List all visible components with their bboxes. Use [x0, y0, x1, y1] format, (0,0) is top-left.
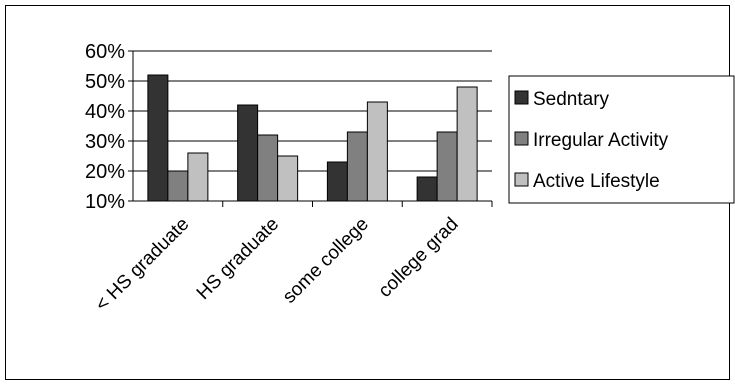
bar-active-lifestyle-2	[366, 101, 388, 202]
x-tick-label: some college	[279, 214, 373, 308]
legend-swatch	[514, 90, 529, 105]
legend-label: Active Lifestyle	[533, 171, 660, 192]
legend-swatch	[514, 131, 529, 146]
bar-sedntary-3	[416, 176, 438, 202]
bar-irregular-activity-1	[257, 134, 279, 202]
bar-sedntary-0	[147, 74, 169, 202]
x-tick-label: HS graduate	[193, 214, 283, 304]
bar-active-lifestyle-0	[187, 152, 209, 202]
bar-irregular-activity-2	[346, 131, 368, 202]
axes	[128, 50, 493, 207]
bar-irregular-activity-0	[167, 170, 189, 202]
x-tick-label: college grad	[375, 214, 463, 302]
legend: Sedntary Irregular Activity Active Lifesty…	[508, 75, 735, 204]
y-tick-label: 20%	[85, 161, 125, 183]
legend-swatch	[514, 172, 529, 187]
x-tick-label: < HS graduate	[92, 214, 194, 316]
bar-sedntary-1	[237, 104, 259, 202]
legend-label: Sedntary	[533, 89, 610, 110]
y-tick-label: 60%	[85, 41, 125, 63]
y-tick-label: 40%	[85, 101, 125, 123]
bars	[147, 74, 478, 202]
y-tick-label: 50%	[85, 71, 125, 93]
y-axis-tick-labels: 10% 20% 30% 40% 50% 60%	[85, 41, 125, 213]
y-tick-label: 10%	[85, 191, 125, 213]
bar-sedntary-2	[326, 161, 348, 202]
bar-active-lifestyle-1	[277, 155, 299, 202]
bar-active-lifestyle-3	[456, 86, 478, 202]
y-tick-label: 30%	[85, 131, 125, 153]
legend-label: Irregular Activity	[533, 130, 669, 151]
bar-irregular-activity-3	[436, 131, 458, 202]
legend-box	[508, 75, 735, 204]
